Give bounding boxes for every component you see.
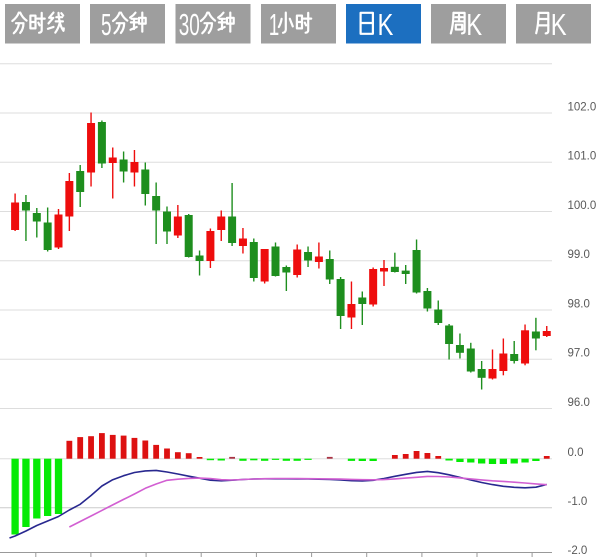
- svg-text:99.0: 99.0: [568, 249, 590, 261]
- svg-text:100.0: 100.0: [568, 200, 597, 212]
- svg-text:5: 5: [101, 9, 112, 43]
- svg-text:0.0: 0.0: [568, 447, 584, 459]
- svg-text:K: K: [378, 7, 394, 42]
- svg-text:K: K: [551, 7, 567, 42]
- svg-text:102.0: 102.0: [568, 101, 597, 113]
- svg-text:1: 1: [269, 9, 280, 43]
- svg-text:96.0: 96.0: [568, 397, 590, 409]
- svg-text:30: 30: [179, 9, 200, 43]
- svg-text:98.0: 98.0: [568, 298, 590, 310]
- svg-text:-1.0: -1.0: [568, 496, 588, 508]
- svg-text:101.0: 101.0: [568, 151, 597, 163]
- svg-text:K: K: [466, 7, 482, 42]
- svg-text:97.0: 97.0: [568, 348, 590, 360]
- svg-text:-2.0: -2.0: [568, 545, 588, 557]
